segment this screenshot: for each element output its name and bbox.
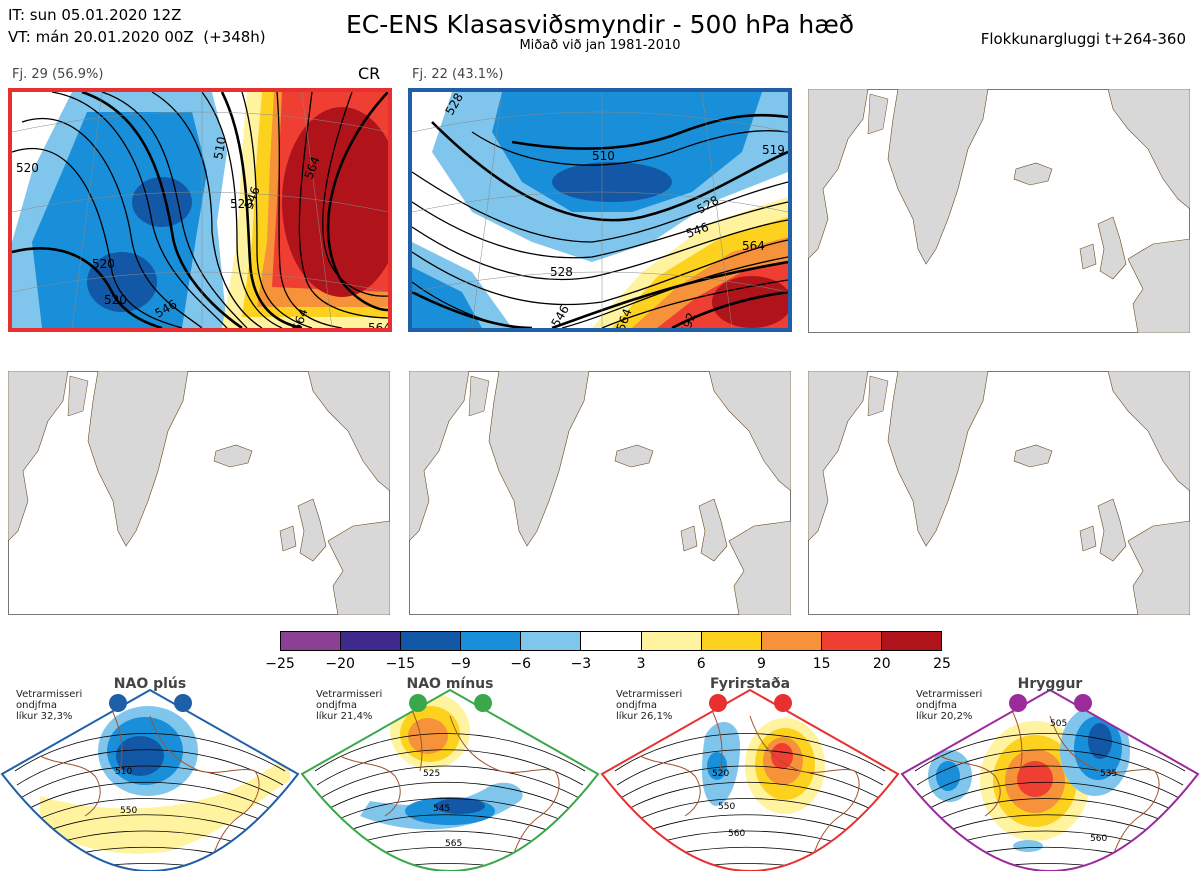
regime-marker-dot <box>174 694 192 712</box>
colorbar <box>280 631 942 651</box>
valid-time: VT: mán 20.01.2020 00Z (+348h) <box>8 26 266 48</box>
regime-contour-label: 505 <box>1050 719 1067 729</box>
colorbar-segment <box>581 632 642 650</box>
page-title: EC-ENS Klasasviðsmyndir - 500 hPa hæð <box>345 10 855 39</box>
regime-title: Fyrirstaða <box>709 676 791 692</box>
regime-contour-label: 545 <box>433 804 450 814</box>
regime-contour-label: 560 <box>1090 834 1107 844</box>
regime-panel-1: 510 550 NAO plús Vetrarmisseri ondjfma líku… <box>0 676 300 871</box>
contour-label: 564 <box>614 307 635 328</box>
regime-contour-label: 520 <box>712 769 729 779</box>
colorbar-tick-label: −3 <box>570 656 592 672</box>
colorbar-tick-label: −20 <box>325 656 355 672</box>
regime-note-line: Vetrarmisseri <box>16 689 83 700</box>
regime-note-line: líkur 21,4% <box>316 711 373 722</box>
contour-label: 520 <box>16 161 39 175</box>
regime-note-line: líkur 32,3% <box>16 711 73 722</box>
contour-label: 564 <box>188 327 211 328</box>
colorbar-tick-label: −6 <box>510 656 532 672</box>
regime-marker-dot <box>709 694 727 712</box>
regime-note-line: ondjfma <box>616 700 657 711</box>
regime-contour-label: 560 <box>728 829 745 839</box>
colorbar-segment <box>341 632 402 650</box>
contour-label: 510 <box>211 136 229 161</box>
contour-label: 519 <box>762 143 785 157</box>
cluster-map-4-empty[interactable] <box>8 371 390 615</box>
contour-label: 510 <box>592 149 615 163</box>
colorbar-segment <box>761 632 822 650</box>
page-subtitle: Miðað við jan 1981-2010 <box>519 38 681 53</box>
contour-label: 592 <box>678 311 699 328</box>
cluster-map-1[interactable]: 520 510 520 520 520 546 546 564 564 564 … <box>8 88 392 332</box>
initial-time: IT: sun 05.01.2020 12Z <box>8 6 182 24</box>
cluster-map-6-empty[interactable] <box>808 371 1190 615</box>
colorbar-tick-label: 9 <box>756 656 766 672</box>
regime-note-line: ondjfma <box>16 700 57 711</box>
contour-label: 520 <box>92 257 115 271</box>
colorbar-segment <box>821 632 882 650</box>
regime-title: NAO plús <box>113 676 187 692</box>
regime-note: Vetrarmisseri ondjfma líkur 32,3% <box>16 689 82 722</box>
colorbar-segment <box>281 632 342 650</box>
regime-note: Vetrarmisseri ondjfma líkur 26,1% <box>616 689 682 722</box>
regime-note-line: ondjfma <box>916 700 957 711</box>
regime-panel-2: 525 545 565 NAO mínus Vetrarmisseri ondjfma… <box>300 676 600 871</box>
regime-marker-dot <box>474 694 492 712</box>
regime-note: Vetrarmisseri ondjfma líkur 20,2% <box>916 689 982 722</box>
colorbar-tick-label: −15 <box>385 656 416 672</box>
cluster-1-tag: CR <box>358 64 381 83</box>
regime-contour-label: 550 <box>120 806 137 816</box>
colorbar-tick-label: −9 <box>450 656 471 672</box>
colorbar-tick-label: 20 <box>872 656 891 672</box>
header-info: IT: sun 05.01.2020 12Z VT: mán 20.01.202… <box>8 4 266 48</box>
regime-note-line: Vetrarmisseri <box>916 689 983 700</box>
contour-label: 564 <box>290 307 311 328</box>
regime-note-line: Vetrarmisseri <box>316 689 383 700</box>
clustering-window: Flokkunargluggi t+264-360 <box>980 30 1186 48</box>
contour-label: 564 <box>368 321 388 328</box>
valid-date: VT: mán 20.01.2020 00Z <box>8 28 194 46</box>
regime-marker-dot <box>1074 694 1092 712</box>
colorbar-segment <box>641 632 702 650</box>
regime-title: Hryggur <box>1017 676 1083 692</box>
contour-label: 520 <box>230 197 253 211</box>
regime-contour-label: 525 <box>423 769 440 779</box>
colorbar-segment <box>521 632 582 650</box>
regime-note: Vetrarmisseri ondjfma líkur 21,4% <box>316 689 382 722</box>
regime-panel-3: 520 550 560 Fyrirstaða Vetrarmisseri ondjfm… <box>600 676 900 871</box>
regime-note-line: Vetrarmisseri <box>616 689 683 700</box>
colorbar-segment <box>701 632 762 650</box>
colorbar-tick-label: 15 <box>812 656 831 672</box>
colorbar-tick-label: 25 <box>933 656 951 672</box>
cluster-map-5-empty[interactable] <box>409 371 791 615</box>
regime-contour-label: 535 <box>1100 769 1117 779</box>
regime-marker-dot <box>109 694 127 712</box>
cluster-2-label: Fj. 22 (43.1%) <box>412 67 504 82</box>
regime-contour-label: 565 <box>445 839 462 849</box>
cluster-1-label: Fj. 29 (56.9%) <box>12 67 104 82</box>
colorbar-tick-label: 6 <box>696 656 706 672</box>
contour-label: 520 <box>104 293 127 307</box>
contour-label: 528 <box>550 265 573 279</box>
colorbar-tick-label: −25 <box>265 656 295 672</box>
regime-marker-dot <box>774 694 792 712</box>
regime-note-line: ondjfma <box>316 700 357 711</box>
contour-label: 564 <box>742 239 765 253</box>
regime-note-line: líkur 20,2% <box>916 711 973 722</box>
colorbar-segment <box>461 632 522 650</box>
regime-marker-dot <box>409 694 427 712</box>
colorbar-segment <box>881 632 942 650</box>
colorbar-tick-label: 3 <box>636 656 646 672</box>
regime-panel-4: 505 535 560 Hryggur Vetrarmisseri ondjfma lí… <box>900 676 1200 871</box>
regime-contour-label: 510 <box>115 767 132 777</box>
cluster-map-3-empty[interactable] <box>808 89 1190 333</box>
regime-title: NAO mínus <box>406 676 494 692</box>
colorbar-segment <box>401 632 462 650</box>
regime-marker-dot <box>1009 694 1027 712</box>
cluster-map-2[interactable]: 528 510 519 528 546 528 564 546 564 592 <box>408 88 792 332</box>
regime-note-line: líkur 26,1% <box>616 711 673 722</box>
regime-contour-label: 550 <box>718 802 735 812</box>
lead-time: (+348h) <box>203 28 266 46</box>
